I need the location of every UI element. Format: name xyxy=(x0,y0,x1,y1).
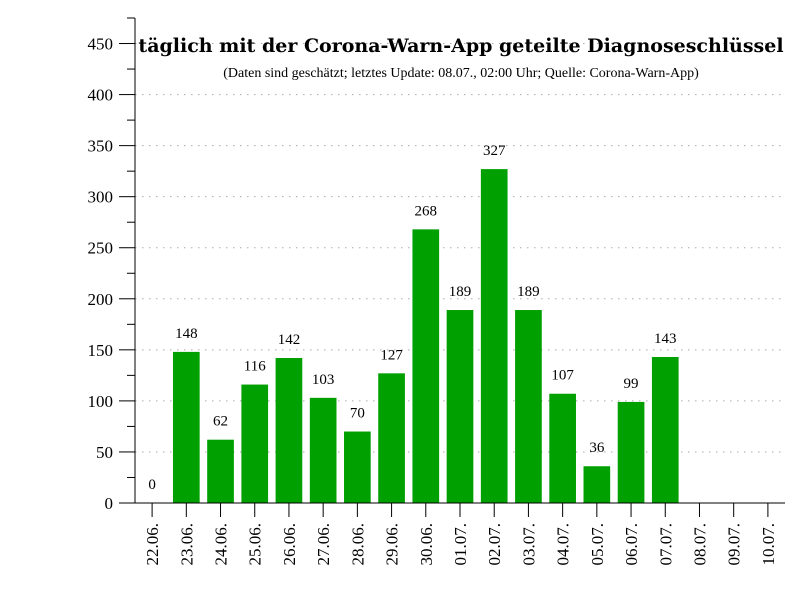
bar-value-label: 127 xyxy=(380,347,403,363)
y-axis-ticks: 0 50 100 150 200 250 300 350 400 450 xyxy=(88,17,135,513)
bar-value-label: 116 xyxy=(244,359,266,375)
bar xyxy=(446,310,474,503)
bar-value-label: 327 xyxy=(483,143,506,159)
bar-value-label: 103 xyxy=(312,372,335,388)
bar xyxy=(344,431,371,503)
x-tick-label: 06.07. xyxy=(622,523,641,566)
bar-value-label: 268 xyxy=(415,203,438,219)
x-tick-label: 28.06. xyxy=(348,523,367,566)
y-tick-label: 200 xyxy=(88,290,114,309)
bar-value-label: 143 xyxy=(654,331,677,347)
y-tick-label: 450 xyxy=(88,35,114,54)
bar xyxy=(549,393,576,503)
y-tick-label: 0 xyxy=(105,494,114,513)
x-tick-label: 09.07. xyxy=(725,523,744,566)
bar xyxy=(617,401,645,503)
bar-value-label: 0 xyxy=(148,477,156,493)
bar xyxy=(241,384,269,503)
bar-value-label: 62 xyxy=(213,414,228,430)
x-tick-label: 26.06. xyxy=(280,523,299,566)
x-tick-label: 25.06. xyxy=(246,523,265,566)
y-tick-label: 300 xyxy=(88,188,114,207)
x-axis-ticks: 22.06. 23.06. 24.06. 25.06. 26.06. 27.06. 28.0… xyxy=(143,503,778,566)
bar-value-label: 107 xyxy=(551,368,574,384)
x-tick-label: 29.06. xyxy=(383,523,402,566)
x-tick-label: 02.07. xyxy=(485,523,504,566)
x-tick-label: 30.06. xyxy=(417,523,436,566)
bar-value-label: 189 xyxy=(517,284,540,300)
bar xyxy=(309,397,337,503)
x-tick-label: 24.06. xyxy=(212,523,231,566)
x-tick-label: 08.07. xyxy=(690,523,709,566)
x-tick-label: 05.07. xyxy=(588,523,607,566)
x-tick-label: 23.06. xyxy=(177,523,196,566)
bar xyxy=(275,358,303,503)
bar xyxy=(515,310,542,503)
x-tick-label: 03.07. xyxy=(519,523,538,566)
bar-value-labels: 0 148 62 116 142 103 70 127 268 189 327 189 107 36 99 1… xyxy=(148,143,676,493)
y-tick-label: 100 xyxy=(88,392,114,411)
bar-value-label: 99 xyxy=(624,376,639,392)
bar-value-label: 70 xyxy=(350,406,365,422)
bar-value-label: 142 xyxy=(278,332,301,348)
chart-subtitle: (Daten sind geschätzt; letztes Update: 0… xyxy=(223,66,699,81)
y-tick-label: 50 xyxy=(96,443,113,462)
x-tick-label: 22.06. xyxy=(143,523,162,566)
y-tick-label: 400 xyxy=(88,86,114,105)
x-tick-label: 04.07. xyxy=(554,523,573,566)
bar xyxy=(583,466,611,503)
bars xyxy=(172,169,679,503)
bar xyxy=(207,439,234,503)
chart-title: täglich mit der Corona-Warn-App geteilte… xyxy=(138,35,783,57)
y-tick-label: 150 xyxy=(88,341,114,360)
bar xyxy=(651,356,679,503)
x-tick-label: 10.07. xyxy=(759,523,778,566)
bar xyxy=(412,229,440,503)
bar-value-label: 148 xyxy=(175,326,198,342)
x-tick-label: 07.07. xyxy=(656,523,675,566)
x-tick-label: 27.06. xyxy=(314,523,333,566)
x-tick-label: 01.07. xyxy=(451,523,470,566)
bar xyxy=(480,169,508,503)
bar-value-label: 36 xyxy=(589,440,605,456)
y-tick-label: 250 xyxy=(88,239,114,258)
bar xyxy=(172,351,200,503)
bar xyxy=(378,373,405,503)
bar-value-label: 189 xyxy=(449,284,472,300)
y-tick-label: 350 xyxy=(88,137,114,156)
